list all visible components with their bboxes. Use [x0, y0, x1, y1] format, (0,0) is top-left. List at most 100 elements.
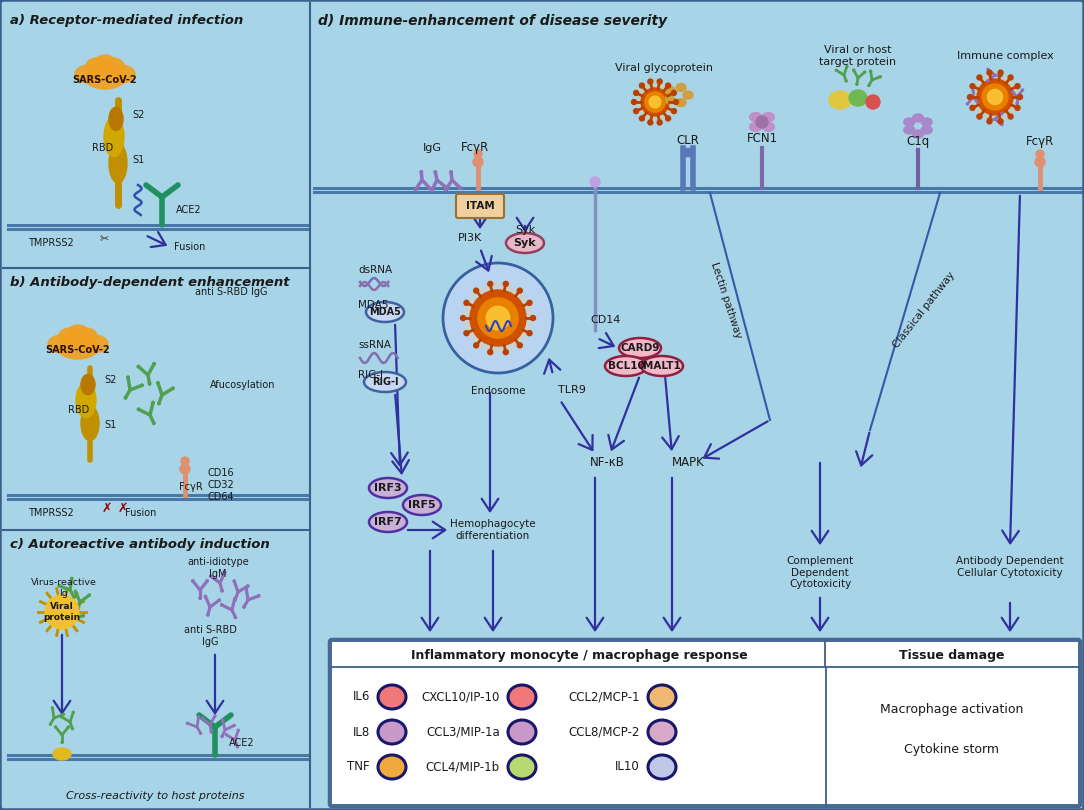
Circle shape	[206, 580, 208, 582]
Ellipse shape	[921, 126, 932, 134]
Circle shape	[220, 603, 223, 606]
Text: IL6: IL6	[352, 690, 370, 704]
Circle shape	[1008, 75, 1014, 80]
Text: NF-κB: NF-κB	[590, 455, 624, 468]
Circle shape	[971, 73, 1019, 121]
Circle shape	[1015, 83, 1020, 88]
Circle shape	[234, 599, 236, 601]
Circle shape	[1021, 89, 1023, 91]
Circle shape	[82, 615, 85, 617]
Circle shape	[657, 79, 662, 84]
Circle shape	[157, 382, 159, 384]
Circle shape	[77, 608, 79, 611]
Circle shape	[73, 711, 75, 714]
Ellipse shape	[866, 95, 880, 109]
Circle shape	[459, 187, 462, 190]
Text: ITAM: ITAM	[466, 201, 494, 211]
Text: FcγR: FcγR	[1025, 135, 1054, 148]
Ellipse shape	[648, 755, 676, 779]
Circle shape	[141, 384, 143, 386]
Text: ssRNA: ssRNA	[358, 340, 391, 350]
Text: Inflammatory monocyte / macrophage response: Inflammatory monocyte / macrophage respo…	[411, 649, 747, 662]
Text: FCN1: FCN1	[747, 131, 777, 144]
Ellipse shape	[676, 99, 686, 107]
Circle shape	[879, 76, 881, 78]
Ellipse shape	[85, 67, 125, 89]
Ellipse shape	[648, 720, 676, 744]
Ellipse shape	[369, 512, 406, 532]
Circle shape	[998, 70, 1003, 75]
Ellipse shape	[664, 87, 675, 94]
Circle shape	[233, 580, 235, 582]
Text: CD64: CD64	[208, 492, 234, 502]
Circle shape	[666, 83, 671, 88]
Circle shape	[649, 96, 661, 108]
Text: IL10: IL10	[616, 761, 640, 774]
Circle shape	[157, 403, 160, 405]
Circle shape	[153, 363, 155, 365]
Ellipse shape	[180, 464, 190, 474]
Ellipse shape	[48, 335, 76, 353]
Circle shape	[207, 614, 209, 616]
Text: Viral glycoprotein: Viral glycoprotein	[615, 63, 713, 73]
Text: SARS-CoV-2: SARS-CoV-2	[73, 75, 138, 85]
Circle shape	[214, 715, 216, 717]
Circle shape	[645, 92, 666, 112]
Circle shape	[488, 281, 493, 287]
Text: a) Receptor-mediated infection: a) Receptor-mediated infection	[10, 14, 243, 27]
Text: MDA5: MDA5	[358, 300, 388, 310]
Text: RIG-I: RIG-I	[372, 377, 398, 387]
Circle shape	[527, 301, 532, 305]
Circle shape	[420, 171, 423, 173]
Ellipse shape	[508, 685, 535, 709]
Ellipse shape	[474, 150, 482, 158]
Text: Fusion: Fusion	[175, 242, 205, 252]
Ellipse shape	[76, 382, 96, 418]
Ellipse shape	[1036, 150, 1044, 158]
Circle shape	[978, 103, 980, 105]
Circle shape	[414, 189, 417, 191]
Text: Cytokine storm: Cytokine storm	[904, 744, 999, 757]
Text: c) Autoreactive antibody induction: c) Autoreactive antibody induction	[10, 538, 270, 551]
Text: CLR: CLR	[676, 134, 699, 147]
Circle shape	[72, 727, 74, 730]
Text: TMPRSS2: TMPRSS2	[28, 238, 74, 248]
Text: dsRNA: dsRNA	[358, 265, 392, 275]
Circle shape	[218, 599, 220, 601]
Circle shape	[202, 717, 204, 719]
Ellipse shape	[59, 328, 81, 344]
Circle shape	[233, 724, 235, 727]
Ellipse shape	[81, 406, 99, 441]
Ellipse shape	[913, 114, 924, 122]
Text: S2: S2	[132, 110, 144, 120]
Circle shape	[152, 401, 154, 404]
Ellipse shape	[378, 685, 406, 709]
Text: Antibody Dependent
Cellular Cytotoxicity: Antibody Dependent Cellular Cytotoxicity	[956, 556, 1063, 578]
Circle shape	[640, 116, 644, 121]
Circle shape	[671, 91, 676, 96]
Text: Lectin pathway: Lectin pathway	[709, 261, 743, 339]
Text: RBD: RBD	[68, 405, 89, 415]
Ellipse shape	[904, 118, 915, 126]
Circle shape	[487, 306, 509, 330]
Circle shape	[138, 408, 140, 411]
Circle shape	[635, 82, 675, 122]
Circle shape	[988, 89, 1003, 104]
Circle shape	[245, 587, 247, 590]
Circle shape	[443, 263, 553, 373]
Ellipse shape	[104, 117, 124, 156]
Circle shape	[223, 571, 225, 573]
Ellipse shape	[68, 325, 88, 339]
Text: CXCL10/IP-10: CXCL10/IP-10	[422, 690, 500, 704]
Text: TMPRSS2: TMPRSS2	[28, 508, 74, 518]
FancyBboxPatch shape	[825, 641, 1079, 669]
Text: S1: S1	[104, 420, 116, 430]
FancyBboxPatch shape	[331, 667, 1079, 805]
Ellipse shape	[849, 90, 867, 106]
Circle shape	[1001, 124, 1003, 126]
Ellipse shape	[641, 356, 683, 376]
Circle shape	[74, 590, 77, 593]
Circle shape	[61, 741, 63, 744]
Text: FcγR: FcγR	[461, 142, 489, 155]
Circle shape	[186, 723, 189, 724]
